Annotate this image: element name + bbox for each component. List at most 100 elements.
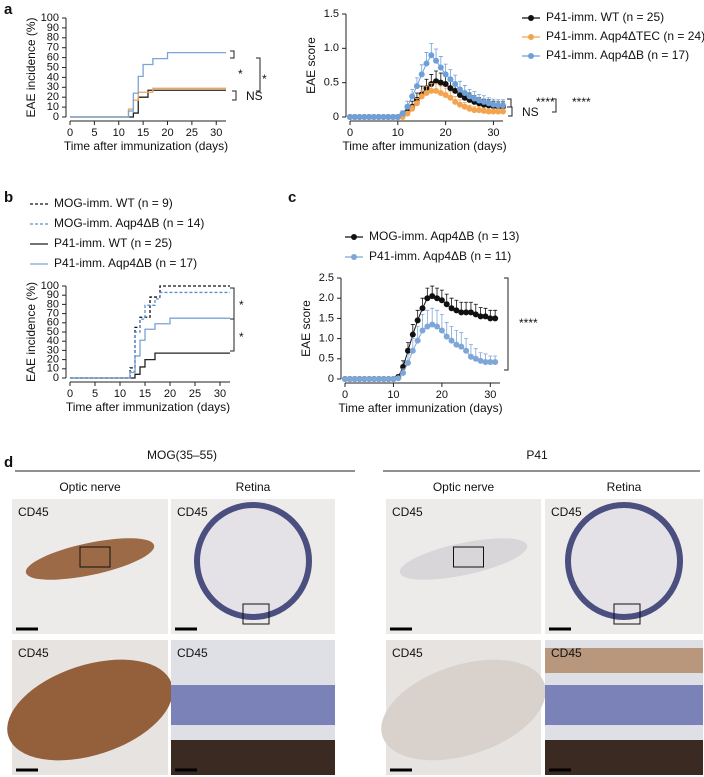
data-point: [434, 295, 441, 302]
data-point: [361, 376, 368, 382]
step-line: [70, 89, 226, 118]
data-point: [428, 87, 435, 94]
y-tick-label: 90: [47, 22, 59, 34]
y-tick-label: 1.0: [319, 333, 334, 345]
bracket: [256, 57, 261, 92]
data-point: [456, 92, 463, 99]
infiltrate: [545, 648, 703, 673]
data-point: [452, 87, 459, 94]
x-tick-label: 30: [487, 127, 499, 139]
data-point: [366, 114, 373, 120]
data-point: [434, 323, 441, 330]
step-line: [70, 87, 226, 118]
column-title: Retina: [236, 480, 271, 494]
stain-label: CD45: [177, 505, 208, 519]
legend-marker: [528, 53, 534, 59]
data-point: [404, 103, 411, 110]
legend-label: P41-imm. WT (n = 25): [54, 236, 172, 250]
data-point: [480, 98, 487, 105]
data-point: [356, 114, 363, 120]
data-point: [487, 315, 494, 322]
data-point: [448, 305, 455, 312]
bracket: [232, 90, 237, 101]
legend-label: P41-imm. Aqp4ΔTEC (n = 24): [546, 29, 704, 43]
data-point: [409, 93, 416, 100]
data-point: [423, 89, 430, 96]
data-point: [356, 376, 363, 382]
y-tick-label: 0: [328, 373, 334, 385]
y-tick-label: 0.5: [319, 353, 334, 365]
legend-label: MOG-imm. WT (n = 9): [54, 196, 173, 210]
data-point: [456, 86, 463, 93]
data-point: [419, 327, 426, 334]
data-point: [342, 376, 348, 382]
data-point: [424, 323, 431, 330]
data-point: [437, 64, 444, 71]
data-point: [442, 92, 449, 99]
data-point: [433, 87, 440, 94]
legend-marker: [351, 234, 357, 240]
significance-label: NS: [246, 89, 263, 103]
legend-marker: [528, 15, 534, 21]
y-tick-label: 70: [47, 42, 59, 54]
data-point: [424, 295, 431, 302]
data-point: [458, 309, 465, 316]
data-point: [461, 89, 468, 96]
legend-marker: [351, 254, 357, 260]
y-tick-label: 30: [47, 81, 59, 93]
y-tick-label: 100: [41, 12, 59, 24]
y-tick-label: 100: [41, 280, 59, 292]
data-point: [477, 357, 484, 364]
data-point: [447, 76, 454, 83]
y-tick-label: 20: [47, 91, 59, 103]
data-point: [380, 376, 387, 382]
data-point: [400, 363, 407, 370]
data-point: [361, 114, 368, 120]
significance-label: *: [262, 72, 267, 86]
bracket: [508, 106, 513, 117]
bracket: [230, 318, 235, 352]
y-tick-label: 70: [47, 308, 59, 320]
x-axis-label: Time after immunization (days): [342, 139, 506, 153]
y-tick-label: 1.0: [324, 42, 339, 54]
data-point: [385, 376, 392, 382]
data-point: [487, 359, 494, 366]
stain-label: CD45: [177, 646, 208, 660]
step-line: [70, 317, 230, 379]
data-point: [472, 311, 479, 318]
x-tick-label: 5: [92, 388, 98, 400]
data-point: [471, 107, 478, 114]
data-point: [423, 60, 430, 67]
y-tick-label: 30: [47, 344, 59, 356]
y-tick-label: 50: [47, 326, 59, 338]
layer: [171, 740, 335, 775]
x-tick-label: 10: [392, 127, 404, 139]
y-axis-label: EAE score: [304, 37, 318, 94]
data-point: [472, 355, 479, 362]
x-tick-label: 10: [113, 127, 125, 139]
y-tick-label: 1.5: [319, 312, 334, 324]
bracket: [230, 287, 235, 320]
data-point: [447, 85, 454, 92]
stain-label: CD45: [18, 646, 49, 660]
x-tick-label: 20: [436, 389, 448, 401]
column-title: Optic nerve: [59, 480, 121, 494]
y-tick-label: 2.5: [319, 272, 334, 284]
y-tick-label: 10: [47, 363, 59, 375]
y-axis-label: EAE incidence (%): [24, 282, 38, 382]
panel-label: d: [4, 454, 13, 471]
data-point: [490, 108, 497, 115]
data-point: [452, 98, 459, 105]
y-tick-label: 50: [47, 61, 59, 73]
data-point: [490, 101, 497, 108]
data-point: [448, 337, 455, 344]
data-point: [480, 107, 487, 114]
x-tick-label: 30: [214, 388, 226, 400]
bracket: [552, 98, 557, 113]
x-tick-label: 25: [186, 127, 198, 139]
group-title: MOG(35–55): [147, 448, 217, 462]
significance-label: *: [239, 330, 244, 344]
bracket: [230, 50, 235, 59]
data-point: [394, 114, 401, 120]
